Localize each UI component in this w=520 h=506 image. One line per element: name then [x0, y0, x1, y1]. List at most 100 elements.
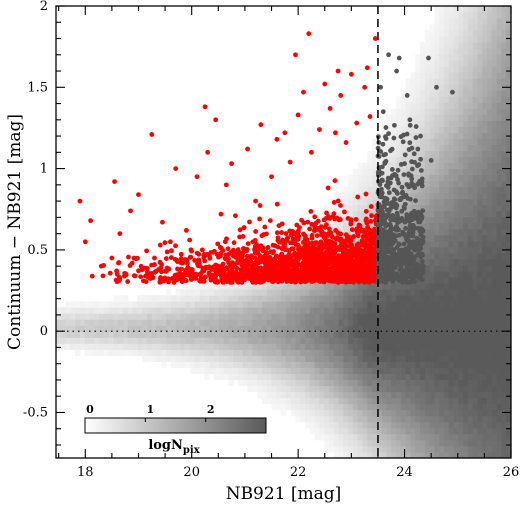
density-cell [472, 379, 478, 387]
density-cell [386, 307, 392, 314]
density-cell [448, 421, 454, 429]
density-cell [396, 355, 402, 362]
density-cell [477, 337, 483, 344]
density-cell [424, 192, 430, 200]
density-cell [458, 307, 464, 314]
density-cell [477, 343, 483, 350]
density-cell [496, 265, 502, 272]
density-cell [439, 367, 445, 375]
density-cell [491, 265, 498, 272]
density-cell [405, 289, 411, 296]
density-cell [65, 313, 71, 320]
density-cell [266, 283, 272, 290]
density-cell [166, 349, 172, 356]
density-cell [472, 24, 478, 31]
density-cell [472, 210, 478, 218]
density-cell [506, 403, 512, 411]
density-cell [151, 319, 157, 326]
density-cell [491, 361, 498, 368]
density-cell [482, 228, 488, 236]
density-cell [443, 102, 450, 109]
density-cell [218, 325, 225, 332]
density-cell [491, 222, 498, 230]
density-cell [467, 247, 474, 254]
density-cell [329, 319, 335, 326]
density-cell [343, 343, 349, 350]
density-cell [252, 313, 258, 320]
density-cell [453, 355, 459, 362]
density-cell [252, 385, 258, 393]
density-cell [242, 289, 248, 296]
density-cell [477, 78, 483, 85]
density-cell [89, 301, 95, 308]
density-cell [391, 427, 397, 435]
density-cell [501, 367, 507, 375]
density-cell [472, 6, 478, 13]
density-cell [429, 54, 435, 61]
density-cell [348, 361, 354, 368]
density-cell [453, 30, 459, 37]
density-cell [305, 397, 311, 405]
density-cell [386, 126, 392, 133]
density-cell [463, 385, 469, 393]
density-cell [429, 102, 435, 109]
density-cell [410, 439, 416, 447]
density-cell [94, 331, 100, 338]
density-cell [472, 313, 478, 320]
density-cell [257, 319, 263, 326]
density-cell [142, 325, 148, 332]
density-cell [127, 307, 134, 314]
density-cell [233, 283, 239, 290]
density-cell [439, 90, 445, 97]
density-cell [487, 132, 493, 139]
data-point [363, 208, 369, 214]
density-cell [458, 150, 464, 158]
density-cell [477, 198, 483, 206]
density-cell [266, 319, 272, 326]
density-cell [506, 198, 512, 206]
density-cell [333, 283, 339, 290]
density-cell [233, 355, 239, 362]
density-cell [281, 319, 287, 326]
density-cell [487, 36, 493, 43]
density-cell [391, 156, 397, 164]
density-cell [391, 228, 397, 236]
density-cell [357, 385, 363, 393]
density-cell [295, 403, 301, 411]
density-cell [305, 331, 311, 338]
density-cell [400, 367, 407, 375]
density-cell [314, 301, 320, 308]
density-cell [463, 367, 469, 375]
density-cell [290, 325, 296, 332]
density-cell [372, 138, 378, 146]
density-cell [506, 373, 512, 381]
density-cell [496, 439, 502, 447]
density-cell [467, 361, 474, 368]
density-cell [242, 319, 248, 326]
data-point [232, 213, 238, 219]
density-cell [443, 331, 450, 338]
density-cell [170, 313, 177, 320]
density-cell [429, 361, 435, 368]
density-cell [99, 331, 105, 338]
density-cell [357, 331, 363, 338]
density-cell [439, 102, 445, 109]
density-cell [443, 198, 450, 206]
density-cell [482, 144, 488, 152]
density-cell [424, 222, 430, 230]
density-cell [223, 361, 229, 368]
density-cell [309, 283, 316, 290]
density-cell [405, 150, 411, 158]
density-cell [506, 433, 512, 441]
density-cell [482, 325, 488, 332]
density-cell [314, 397, 320, 405]
density-cell [463, 36, 469, 43]
density-cell [458, 186, 464, 194]
density-cell [386, 319, 392, 326]
density-cell [434, 433, 440, 441]
density-cell [271, 379, 277, 387]
density-cell [247, 283, 253, 290]
density-cell [338, 445, 344, 453]
density-cell [429, 319, 435, 326]
density-cell [434, 108, 440, 115]
